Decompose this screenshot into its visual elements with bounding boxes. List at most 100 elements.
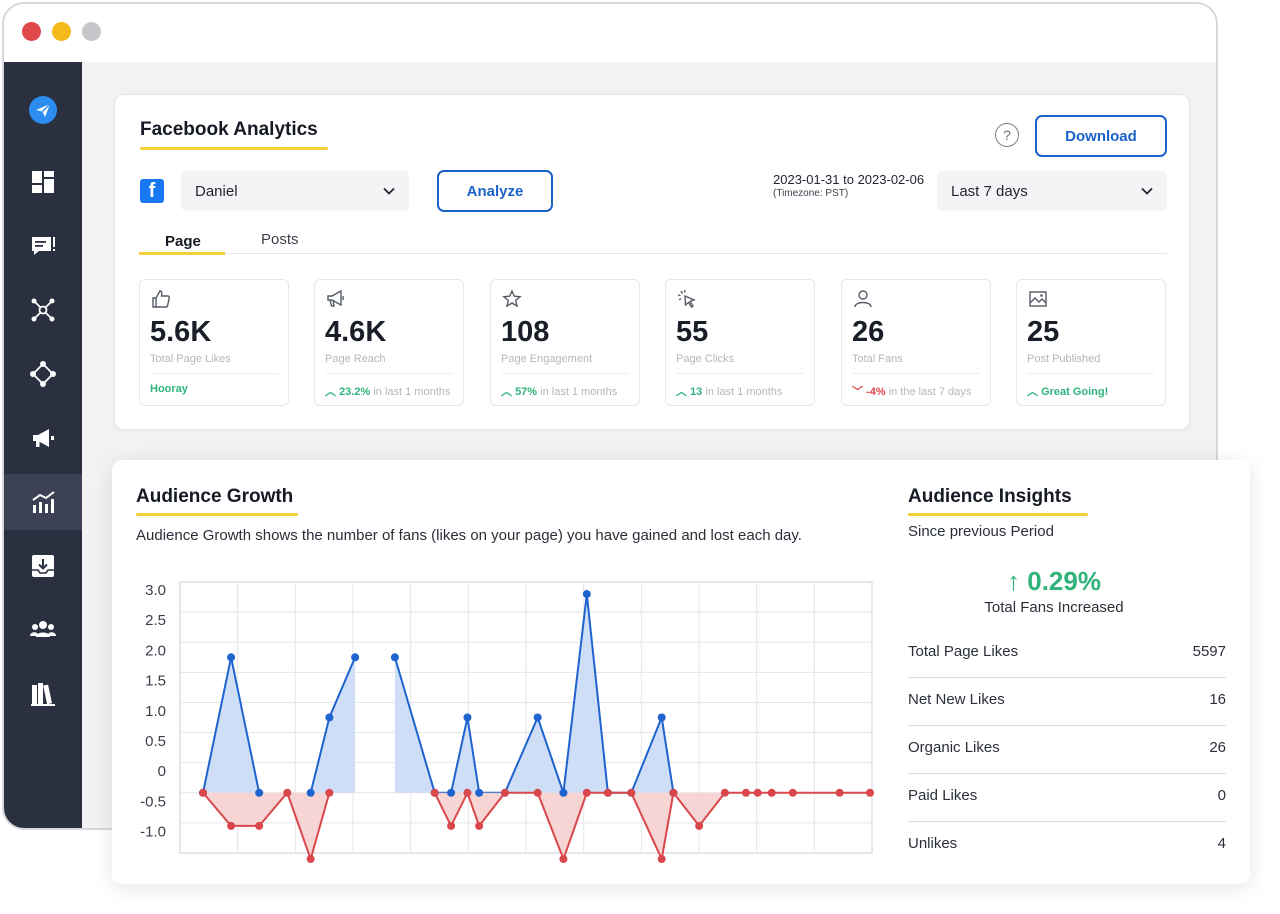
sidebar-item-team[interactable] (4, 602, 82, 658)
loss-point (753, 788, 762, 797)
audience-growth-card: Audience Growth Audience Growth shows th… (112, 460, 1250, 884)
app-window: Facebook Analytics ? Download f Daniel A… (2, 2, 1218, 830)
library-icon (31, 683, 55, 706)
close-window-button[interactable] (22, 22, 41, 41)
loss-point (255, 821, 264, 830)
insight-label: Paid Likes (908, 787, 978, 804)
loss-point (669, 788, 678, 797)
trend-down-icon: ﹀ (852, 386, 863, 398)
loss-point (325, 788, 334, 797)
sidebar-item-messages[interactable] (4, 218, 82, 274)
gain-point (390, 653, 399, 662)
stat-footer: ﹀ -4% in the last 7 days (852, 383, 971, 399)
loss-point (582, 788, 591, 797)
analytics-icon (32, 491, 55, 513)
paper-plane-icon (29, 96, 57, 124)
analyze-button[interactable]: Analyze (437, 170, 553, 212)
loss-point (788, 788, 797, 797)
facebook-icon: f (140, 179, 164, 203)
stat-value: 55 (676, 316, 709, 348)
chevron-down-icon (383, 187, 395, 195)
stat-label: Page Clicks (676, 353, 735, 365)
sidebar (4, 62, 82, 828)
insights-title-underline (908, 513, 1088, 516)
loss-point (306, 855, 315, 864)
stat-note: in last 1 months (705, 386, 783, 398)
stat-highlight: Great Going! (1041, 386, 1109, 398)
tab-page[interactable]: Page (165, 233, 201, 250)
period-select[interactable]: Last 7 days (937, 171, 1167, 211)
sidebar-item-campaigns[interactable] (4, 410, 82, 466)
analytics-title: Facebook Analytics (140, 119, 318, 140)
dashboard-icon (32, 171, 54, 193)
y-tick-label: 0 (158, 763, 166, 780)
insight-divider (908, 773, 1226, 774)
workflow-icon (30, 361, 56, 387)
sidebar-item-home[interactable] (4, 82, 82, 138)
sidebar-item-analytics[interactable] (4, 474, 82, 530)
minimize-window-button[interactable] (52, 22, 71, 41)
image-icon (1029, 291, 1047, 307)
fans-increase-caption: Total Fans Increased (984, 599, 1124, 616)
stat-note: in last 1 months (373, 386, 451, 398)
y-tick-label: 2.5 (145, 612, 166, 629)
trend-up-icon: ︿ (325, 386, 336, 398)
loss-point (447, 821, 456, 830)
insight-value: 5597 (1192, 643, 1226, 660)
insight-label: Net New Likes (908, 691, 1005, 708)
stat-card-page-engagement: 108 Page Engagement ︿ 57% in last 1 mont… (490, 279, 640, 406)
stat-label: Total Page Likes (150, 353, 231, 365)
gain-area (310, 657, 356, 793)
loss-point (559, 855, 568, 864)
period-select-value: Last 7 days (951, 182, 1028, 200)
gain-point (325, 713, 334, 722)
tab-posts[interactable]: Posts (261, 231, 299, 248)
stat-card-page-reach: 4.6K Page Reach ︿ 23.2% in last 1 months (314, 279, 464, 406)
sidebar-item-workflow[interactable] (4, 346, 82, 402)
sidebar-item-library[interactable] (4, 666, 82, 722)
download-button[interactable]: Download (1035, 115, 1167, 157)
loss-point (475, 821, 484, 830)
insight-label: Organic Likes (908, 739, 1000, 756)
gain-point (255, 788, 264, 797)
loss-area (203, 792, 330, 860)
gain-point (463, 713, 472, 722)
account-select[interactable]: Daniel (181, 171, 409, 211)
growth-description: Audience Growth shows the number of fans… (136, 527, 802, 544)
y-tick-label: 2.0 (145, 642, 166, 659)
gain-area (394, 594, 674, 793)
gain-point (559, 788, 568, 797)
stat-card-posts-published: 25 Post Published ︿ Great Going! (1016, 279, 1166, 406)
sidebar-item-dashboard[interactable] (4, 154, 82, 210)
stat-label: Page Reach (325, 353, 386, 365)
stat-highlight: Hooray (150, 383, 188, 395)
stat-highlight: 57% (515, 386, 538, 398)
stat-label: Page Engagement (501, 353, 593, 365)
gain-point (447, 788, 456, 797)
stat-highlight: -4% (866, 386, 886, 398)
y-tick-label: 1.0 (145, 703, 166, 720)
date-range-text: 2023-01-31 to 2023-02-06 (773, 172, 925, 187)
help-icon[interactable]: ? (995, 123, 1019, 147)
analytics-title-underline (140, 147, 328, 150)
loss-point (227, 821, 236, 830)
loss-point (463, 788, 472, 797)
sidebar-item-network[interactable] (4, 282, 82, 338)
chevron-down-icon (1141, 187, 1153, 195)
megaphone-icon (327, 289, 344, 307)
insight-row: Unlikes 4 (908, 835, 1226, 883)
stat-value: 26 (852, 316, 885, 348)
loss-point (603, 788, 612, 797)
gain-point (582, 590, 591, 599)
zoom-window-button[interactable] (82, 22, 101, 41)
loss-point (741, 788, 750, 797)
messages-icon (32, 237, 55, 255)
insight-value: 16 (1209, 691, 1226, 708)
insight-label: Unlikes (908, 835, 958, 852)
sidebar-item-downloads[interactable] (4, 538, 82, 594)
stat-divider (150, 373, 278, 374)
audience-growth-chart: 3.0 2.5 2.0 1.5 1.0 0.5 0 -0.5 -1.0 (140, 581, 874, 864)
loss-line (202, 790, 331, 863)
tabs-divider (139, 253, 1167, 254)
gain-area (203, 657, 260, 793)
